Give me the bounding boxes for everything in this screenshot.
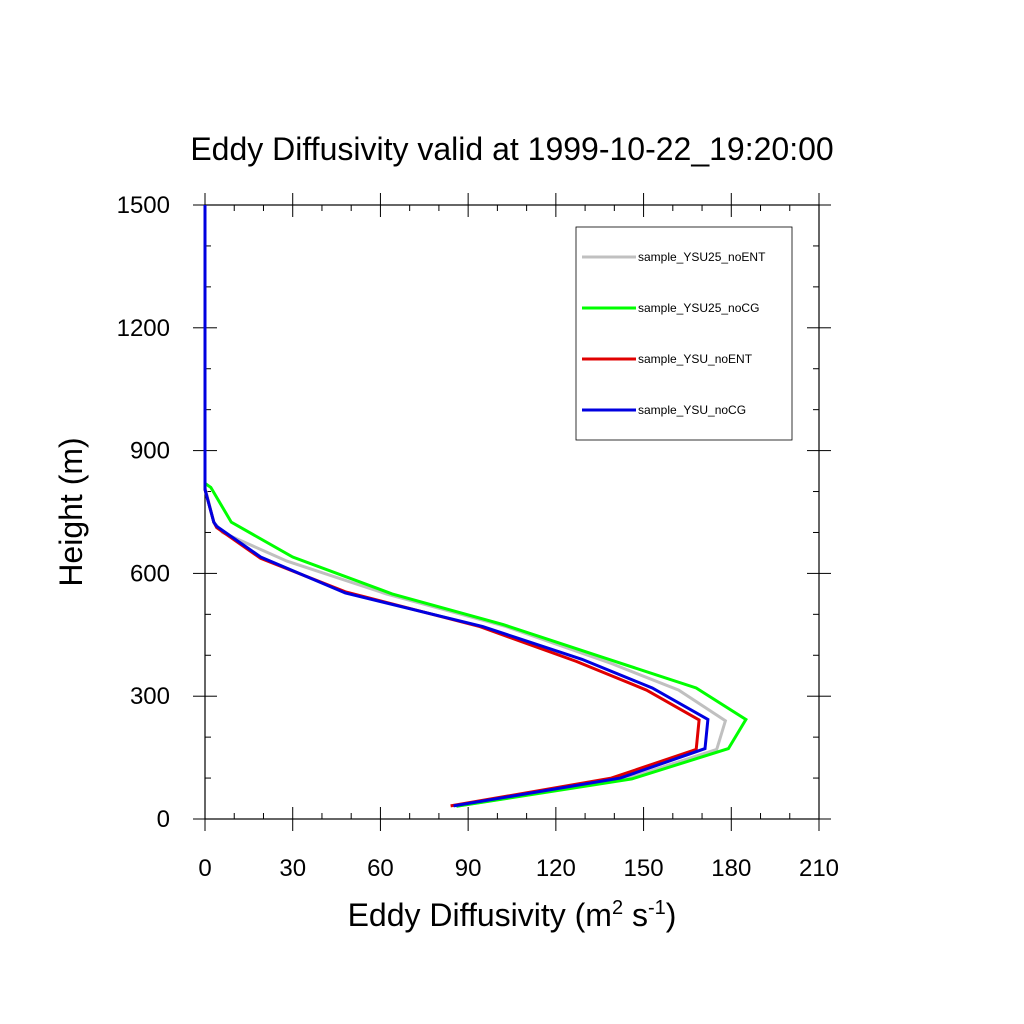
x-axis-label-sup1: 2 [612, 897, 623, 919]
legend: sample_YSU25_noENT sample_YSU25_noCGsampl… [575, 226, 793, 441]
x-tick-label: 210 [799, 855, 839, 882]
x-axis-label-main: Eddy Diffusivity (m [348, 897, 612, 933]
series-lines [203, 205, 748, 808]
x-axis-label-mid: s [623, 897, 648, 933]
y-tick-label: 1200 [117, 315, 170, 342]
series-line-sample-ysu25-nocg [203, 205, 748, 808]
x-tick-label: 90 [455, 855, 482, 882]
tick-labels: 0 30 60 90 120 150 180 210 0 300 600 900 1200 1500 [117, 192, 839, 882]
x-tick-label: 120 [536, 855, 576, 882]
y-tick-label: 900 [130, 438, 170, 465]
plot-border [204, 204, 820, 820]
legend-box [575, 226, 793, 441]
plot-frame [204, 204, 820, 820]
y-tick-label: 600 [130, 560, 170, 587]
x-axis-label: Eddy Diffusivity (m2 s-1) [348, 897, 677, 933]
x-axis-label-sup2: -1 [648, 897, 666, 919]
y-tick-label: 0 [157, 806, 170, 833]
x-tick-label: 180 [711, 855, 751, 882]
x-tick-label: 30 [279, 855, 306, 882]
axis-ticks [193, 193, 831, 831]
legend-entry-label: sample_YSU25_noENT [638, 250, 766, 264]
legend-entry-label: sample_YSU_noCG [638, 403, 746, 417]
chart-title: Eddy Diffusivity valid at 1999-10-22_19:… [190, 131, 833, 167]
x-tick-label: 150 [624, 855, 664, 882]
x-tick-label: 0 [198, 855, 211, 882]
legend-entry-label: sample_YSU_noENT [638, 352, 753, 366]
series-line-sample-ysu-nocg [203, 205, 710, 808]
y-tick-label: 300 [130, 683, 170, 710]
x-tick-label: 60 [367, 855, 394, 882]
legend-entry-label: sample_YSU25_noCG [638, 301, 759, 315]
y-tick-label: 1500 [117, 192, 170, 219]
x-axis-label-end: ) [666, 897, 677, 933]
y-axis-label: Height (m) [53, 437, 89, 586]
